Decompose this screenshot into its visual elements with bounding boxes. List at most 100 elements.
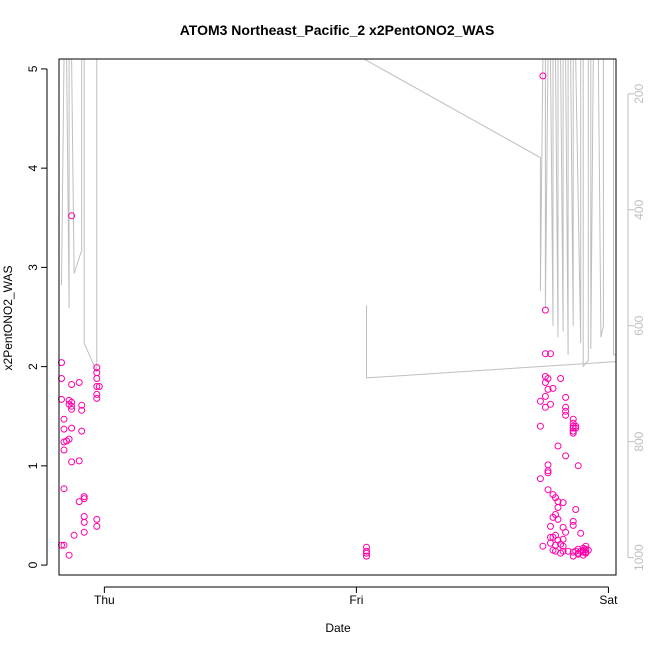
data-point-38	[93, 390, 101, 398]
x-axis-label: Date	[325, 621, 351, 635]
data-point-57	[541, 403, 549, 411]
data-point-14	[65, 551, 73, 559]
data-point-37	[93, 383, 101, 390]
y-tick-label: 5	[26, 65, 40, 72]
y2-tick-label: 600	[632, 315, 646, 335]
data-point-28	[78, 427, 86, 435]
data-point-44	[363, 543, 370, 551]
data-point-110	[572, 422, 580, 430]
data-point-15	[68, 212, 76, 220]
line-series	[61, 58, 617, 379]
data-point-80	[554, 504, 562, 511]
y-axis-label: x2PentONO2_WAS	[1, 266, 15, 371]
data-point-64	[547, 350, 554, 358]
data-point-87	[559, 499, 567, 507]
data-point-81	[554, 515, 562, 523]
data-point-65	[547, 400, 554, 408]
data-point-49	[536, 475, 544, 483]
plot-area	[58, 58, 617, 576]
data-point-53	[541, 350, 549, 358]
data-point-51	[539, 72, 547, 80]
data-point-52	[541, 306, 549, 314]
data-point-58	[544, 375, 552, 382]
y2-tick-label: 200	[632, 83, 646, 103]
data-point-89	[559, 542, 567, 550]
data-point-63	[544, 486, 552, 494]
data-point-91	[559, 535, 567, 543]
data-point-97	[562, 528, 570, 536]
data-point-27	[78, 406, 86, 414]
data-point-31	[80, 513, 88, 520]
line-series-path-1	[61, 58, 616, 373]
data-point-22	[70, 531, 78, 539]
data-point-19	[68, 398, 76, 406]
data-point-103	[569, 415, 577, 423]
data-point-26	[78, 401, 86, 409]
y2-axis: 200 400 600 800 1000	[627, 83, 646, 571]
data-point-102	[569, 521, 577, 529]
data-point-16	[68, 381, 76, 388]
data-point-47	[536, 422, 544, 430]
x-tick-label: Sat	[599, 593, 618, 607]
line-series-path-2	[366, 305, 617, 379]
data-point-59	[544, 385, 552, 393]
data-point-86	[557, 375, 565, 382]
data-point-25	[75, 498, 83, 506]
data-point-39	[93, 394, 101, 402]
data-point-7	[60, 446, 68, 454]
y2-tick-label: 400	[632, 199, 646, 219]
y-tick-label: 3	[26, 264, 40, 271]
data-point-94	[562, 407, 570, 415]
data-point-69	[549, 384, 557, 392]
data-point-30	[80, 493, 88, 501]
data-point-111	[572, 506, 580, 513]
data-point-113	[574, 462, 582, 470]
data-point-98	[564, 547, 572, 555]
chart-title: ATOM3 Northeast_Pacific_2 x2PentONO2_WAS	[180, 22, 495, 38]
data-point-60	[544, 461, 552, 469]
y2-tick-label: 800	[632, 431, 646, 451]
data-point-21	[68, 458, 76, 466]
data-point-90	[559, 547, 567, 555]
data-point-68	[547, 522, 554, 530]
data-point-96	[562, 452, 570, 460]
data-point-24	[75, 457, 83, 465]
data-point-118	[577, 529, 585, 537]
data-point-62	[544, 469, 552, 477]
data-point-18	[68, 402, 76, 410]
data-point-48	[536, 397, 544, 405]
data-point-13	[65, 435, 73, 443]
data-point-23	[75, 379, 83, 386]
y-tick-label: 0	[26, 561, 40, 568]
data-point-45	[363, 549, 370, 557]
data-point-5	[60, 425, 68, 433]
data-point-40	[95, 383, 103, 390]
scatter-series	[58, 72, 592, 560]
y-tick-label: 4	[26, 164, 40, 171]
data-point-33	[80, 528, 88, 536]
data-point-17	[68, 405, 76, 413]
y-axis: 0 1 2 3 4 5	[26, 65, 48, 568]
x-tick-label: Fri	[349, 593, 363, 607]
data-point-82	[554, 442, 562, 450]
y-tick-label: 1	[26, 462, 40, 469]
data-point-50	[539, 542, 547, 550]
data-point-46	[363, 552, 370, 560]
data-point-4	[60, 415, 68, 423]
data-point-8	[60, 485, 68, 493]
data-point-42	[93, 522, 101, 530]
data-point-101	[569, 517, 577, 525]
data-point-95	[562, 411, 570, 419]
data-point-56	[541, 392, 549, 400]
data-point-127	[584, 546, 592, 554]
data-point-92	[562, 393, 570, 401]
data-point-34	[93, 364, 101, 372]
x-axis: Thu Fri Sat	[94, 586, 618, 607]
y-tick-label: 2	[26, 363, 40, 370]
data-point-61	[544, 467, 552, 475]
data-point-36	[93, 375, 101, 382]
data-point-32	[80, 518, 88, 526]
x-tick-label: Thu	[94, 593, 115, 607]
data-point-43	[363, 547, 370, 555]
